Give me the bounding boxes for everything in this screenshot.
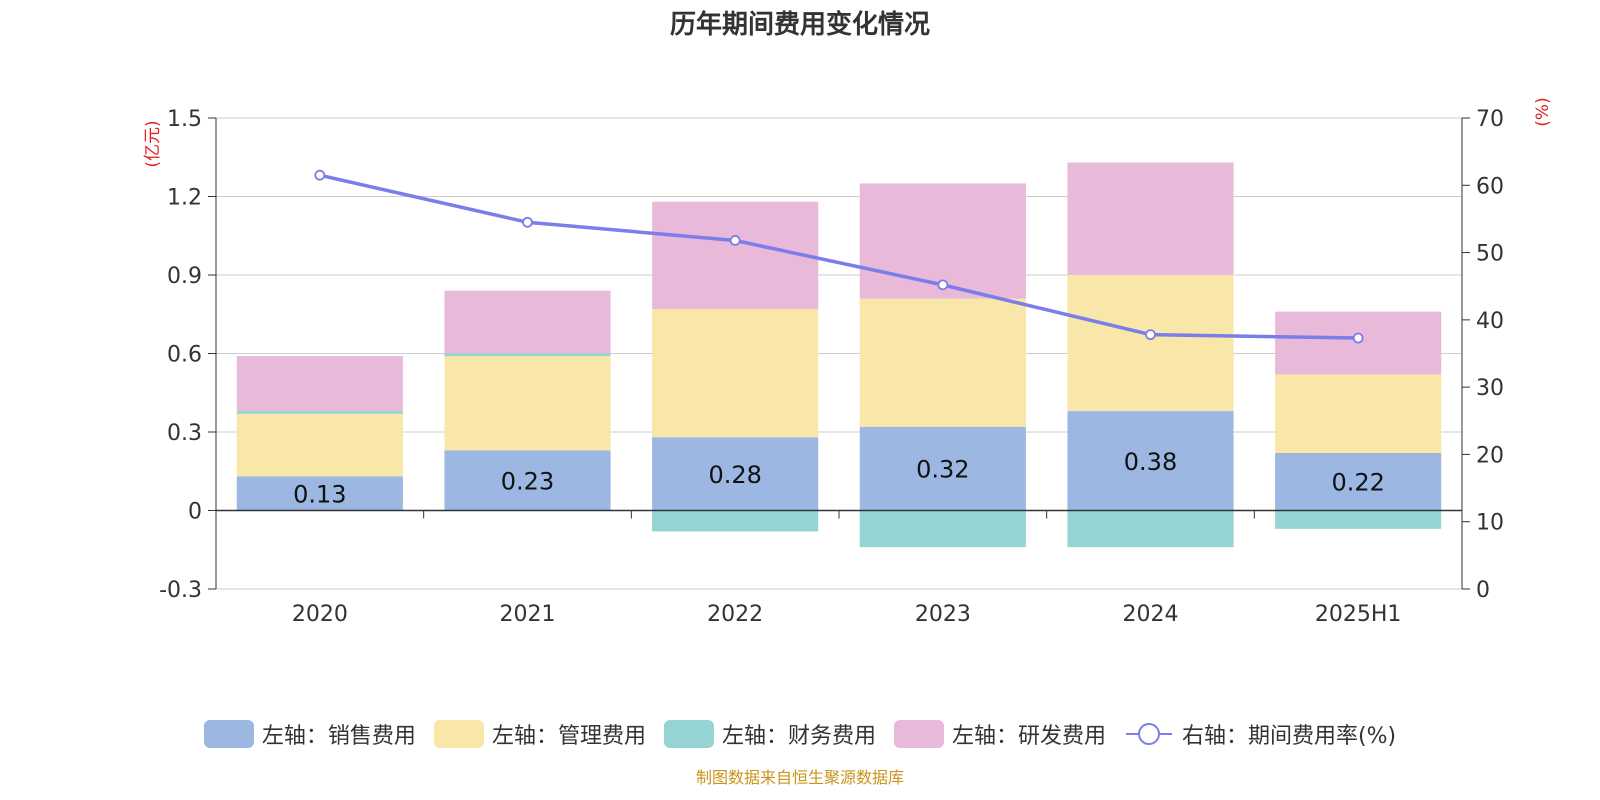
- legend-label-admin: 左轴：管理费用: [491, 724, 646, 749]
- legend-item-rate[interactable]: 右轴：期间费用率(%): [1124, 718, 1396, 750]
- x-axis-category-label: 2024: [1123, 602, 1179, 627]
- rate-line: [319, 173, 1359, 340]
- legend-swatch-rnd: [893, 720, 944, 748]
- right-axis-unit-label: (%): [1533, 97, 1553, 126]
- bar-data-label: 0.13: [293, 480, 346, 508]
- bar-segment: [236, 476, 403, 511]
- bar-segment: [859, 298, 1026, 427]
- rate-line-point: [729, 235, 741, 246]
- bar-data-label: 0.22: [1331, 469, 1384, 497]
- left-axis-tick-label: 0.6: [167, 343, 202, 368]
- x-axis-category-label: 2022: [707, 602, 763, 627]
- bar-data-label: 0.28: [708, 461, 761, 489]
- left-axis-tick-label: 0.9: [167, 264, 202, 289]
- legend-label-rnd: 左轴：研发费用: [951, 724, 1106, 749]
- right-axis-tick-label: 20: [1476, 443, 1504, 468]
- bar-segment: [444, 353, 611, 357]
- left-axis-tick-label: 0: [188, 500, 202, 525]
- right-axis-tick-label: 30: [1476, 376, 1504, 401]
- left-axis-tick-label: 0.3: [167, 421, 202, 446]
- x-axis-category-label: 2023: [915, 602, 971, 627]
- legend-label-sales: 左轴：销售费用: [261, 724, 416, 749]
- legend-swatch-sales: [203, 720, 254, 748]
- bar-segment: [236, 411, 403, 414]
- bar-segment: [1067, 411, 1234, 511]
- x-axis-category-label: 2021: [500, 602, 556, 627]
- right-axis-tick-label: 70: [1476, 107, 1504, 132]
- rate-line-point: [1352, 332, 1364, 344]
- bar-segment: [444, 356, 611, 451]
- right-axis-tick-label: 10: [1476, 511, 1504, 536]
- bar-segment: [1067, 275, 1234, 412]
- bar-layer: [236, 162, 1442, 548]
- bar-segment: [652, 309, 819, 438]
- legend-item-finance[interactable]: 左轴：财务费用: [663, 718, 876, 750]
- legend-label-finance: 左轴：财务费用: [721, 724, 876, 749]
- bar-segment: [236, 413, 403, 477]
- rate-line-point: [937, 279, 949, 291]
- bar-data-label: 0.38: [1124, 448, 1177, 476]
- legend-line-circle-icon: [1125, 723, 1172, 745]
- right-axis-tick-label: 40: [1476, 309, 1504, 334]
- data-source-note: 制图数据来自恒生聚源数据库: [695, 768, 904, 787]
- right-axis-tick-label: 0: [1476, 578, 1490, 603]
- rate-line-layer: [314, 169, 1364, 344]
- bar-segment: [859, 183, 1026, 299]
- legend: 左轴：销售费用 左轴：管理费用 左轴：财务费用 左轴：研发费用 右轴：期间费用率…: [0, 718, 1600, 750]
- chart-title: 历年期间费用变化情况: [669, 10, 930, 40]
- legend-item-sales[interactable]: 左轴：销售费用: [203, 718, 416, 750]
- grid-lines: [216, 117, 1462, 590]
- bar-segment: [1275, 374, 1442, 453]
- rate-line-point: [314, 169, 326, 181]
- x-axis-category-label: 2020: [292, 602, 348, 627]
- bar-segment: [652, 201, 819, 310]
- legend-label-rate: 右轴：期间费用率(%): [1181, 724, 1397, 749]
- bar-data-label: 0.23: [501, 467, 554, 495]
- rate-line-point: [522, 216, 533, 228]
- x-axis-category-label: 2025H1: [1315, 602, 1402, 627]
- legend-item-admin[interactable]: 左轴：管理费用: [433, 718, 646, 750]
- bar-segment: [444, 290, 611, 354]
- bar-segment: [1275, 510, 1442, 529]
- left-axis-tick-label: 1.5: [167, 107, 202, 132]
- bar-segment: [652, 510, 819, 532]
- bar-segment: [652, 437, 819, 511]
- bar-segment: [1275, 452, 1442, 511]
- bar-segment: [859, 426, 1026, 511]
- bar-segment: [859, 510, 1026, 548]
- right-axis-tick-label: 60: [1476, 174, 1504, 199]
- bar-segment: [1067, 510, 1234, 548]
- rate-line-point: [1145, 329, 1156, 341]
- data-label-layer: 0.13 0.23 0.28 0.32 0.38 0.22: [293, 448, 1385, 509]
- bar-segment: [236, 356, 403, 412]
- legend-swatch-admin: [433, 720, 484, 748]
- right-axis-tick-label: 50: [1476, 242, 1504, 267]
- left-axis-tick-label: -0.3: [159, 578, 202, 603]
- left-axis-unit-label: (亿元): [143, 120, 163, 167]
- bar-segment: [444, 450, 611, 511]
- legend-item-rnd[interactable]: 左轴：研发费用: [893, 718, 1106, 750]
- left-axis-tick-label: 1.2: [167, 186, 202, 211]
- bar-segment: [1067, 162, 1234, 275]
- bar-data-label: 0.32: [916, 456, 969, 484]
- axis-layer: -0.3 0 0.3 0.6 0.9 1.2 1.5 0 10 20 30 40 50 60 70 (亿元) (…: [143, 97, 1553, 627]
- legend-swatch-finance: [663, 720, 714, 748]
